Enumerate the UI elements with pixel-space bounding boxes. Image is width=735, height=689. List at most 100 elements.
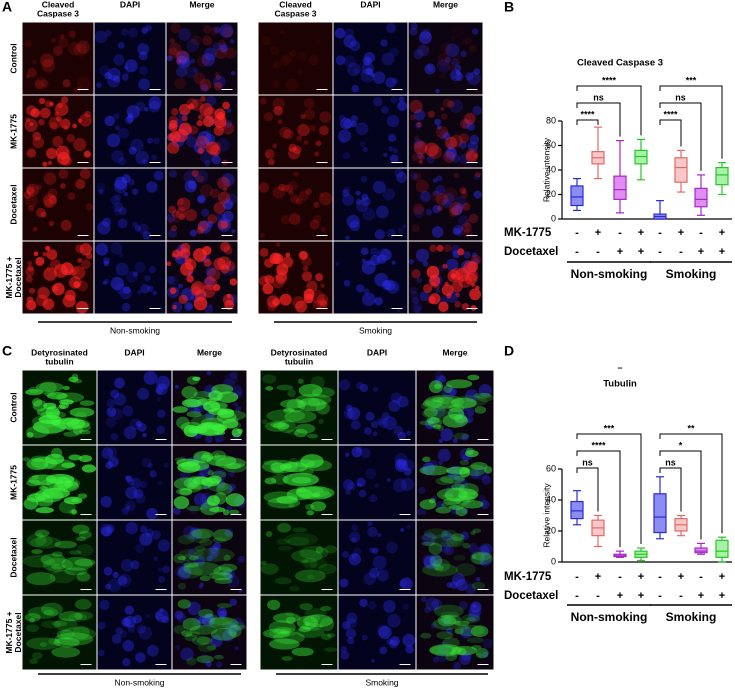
condition-sign: - — [658, 227, 662, 239]
image-signal — [453, 224, 464, 235]
condition-sign: - — [575, 227, 579, 239]
image-signal — [378, 625, 392, 640]
image-signal — [432, 178, 438, 183]
image-signal — [428, 498, 436, 504]
image-signal — [124, 116, 133, 125]
image-signal — [198, 584, 203, 589]
image-signal — [426, 155, 435, 164]
image-signal — [208, 408, 228, 416]
image-signal — [320, 606, 332, 611]
image-signal — [449, 650, 456, 655]
image-signal — [226, 108, 232, 113]
image-signal — [291, 549, 323, 563]
condition-sign: - — [679, 590, 683, 602]
image-signal — [335, 55, 346, 66]
image-signal — [467, 122, 476, 131]
image-signal — [34, 488, 64, 503]
image-signal — [374, 272, 389, 287]
image-signal — [74, 558, 96, 567]
microscopy-image — [260, 370, 338, 445]
image-signal — [429, 645, 457, 655]
image-signal — [168, 122, 178, 132]
image-signal — [456, 230, 463, 237]
image-signal — [349, 40, 361, 52]
image-signal — [313, 201, 320, 209]
image-signal — [443, 497, 462, 505]
microscopy-image — [338, 445, 416, 520]
image-signal — [339, 578, 349, 588]
condition-label: MK-1775 — [504, 571, 552, 583]
image-signal — [431, 226, 444, 238]
image-signal — [48, 116, 62, 130]
image-signal — [281, 656, 293, 661]
image-signal — [196, 194, 207, 204]
image-signal — [130, 560, 140, 570]
image-signal — [451, 58, 459, 67]
image-signal — [447, 143, 454, 150]
image-signal — [169, 38, 175, 44]
image-signal — [186, 303, 193, 309]
image-signal — [191, 528, 214, 539]
image-signal — [455, 203, 465, 212]
image-signal — [461, 38, 468, 46]
image-signal — [268, 620, 296, 635]
image-signal — [355, 284, 365, 293]
image-signal — [229, 598, 237, 606]
image-signal — [276, 538, 290, 545]
image-signal — [69, 407, 95, 417]
image-signal — [42, 558, 73, 572]
image-signal — [147, 462, 153, 469]
image-signal — [432, 403, 446, 418]
image-signal — [470, 305, 477, 311]
image-signal — [60, 262, 74, 276]
image-signal — [459, 186, 467, 194]
significance-label: * — [679, 440, 683, 450]
image-signal — [428, 145, 442, 160]
image-signal — [435, 193, 449, 206]
column-header: Cleaved — [42, 0, 75, 9]
column-header: Merge — [433, 0, 458, 9]
image-signal — [213, 542, 221, 550]
image-signal — [46, 392, 68, 400]
image-signal — [221, 262, 235, 276]
image-signal — [286, 429, 301, 435]
image-signal — [464, 464, 486, 477]
image-signal — [68, 454, 82, 461]
image-signal — [359, 383, 369, 393]
image-signal — [454, 620, 470, 626]
image-signal — [439, 541, 451, 553]
image-signal — [449, 99, 464, 113]
image-signal — [264, 420, 289, 432]
image-signal — [436, 487, 479, 502]
image-signal — [26, 533, 47, 547]
image-signal — [465, 72, 474, 81]
image-signal — [159, 607, 164, 613]
image-signal — [146, 613, 151, 618]
image-signal — [451, 153, 461, 163]
image-signal — [113, 207, 122, 216]
image-signal — [231, 428, 242, 438]
image-signal — [467, 151, 473, 157]
image-signal — [420, 28, 431, 39]
condition-sign: + — [698, 590, 704, 602]
image-signal — [45, 245, 51, 251]
image-signal — [461, 192, 468, 199]
image-signal — [464, 272, 478, 285]
image-signal — [218, 610, 227, 619]
image-signal — [177, 565, 192, 580]
image-signal — [197, 195, 205, 203]
image-signal — [471, 252, 477, 258]
image-signal — [482, 638, 494, 649]
image-signal — [163, 462, 169, 468]
microscopy-image — [416, 595, 494, 670]
image-signal — [207, 495, 220, 506]
image-signal — [450, 650, 459, 658]
image-signal — [386, 22, 397, 33]
image-signal — [208, 619, 214, 626]
image-signal — [432, 204, 441, 214]
image-signal — [297, 69, 303, 75]
image-signal — [478, 495, 486, 503]
image-signal — [26, 183, 39, 197]
image-signal — [284, 410, 317, 424]
image-signal — [123, 65, 129, 70]
